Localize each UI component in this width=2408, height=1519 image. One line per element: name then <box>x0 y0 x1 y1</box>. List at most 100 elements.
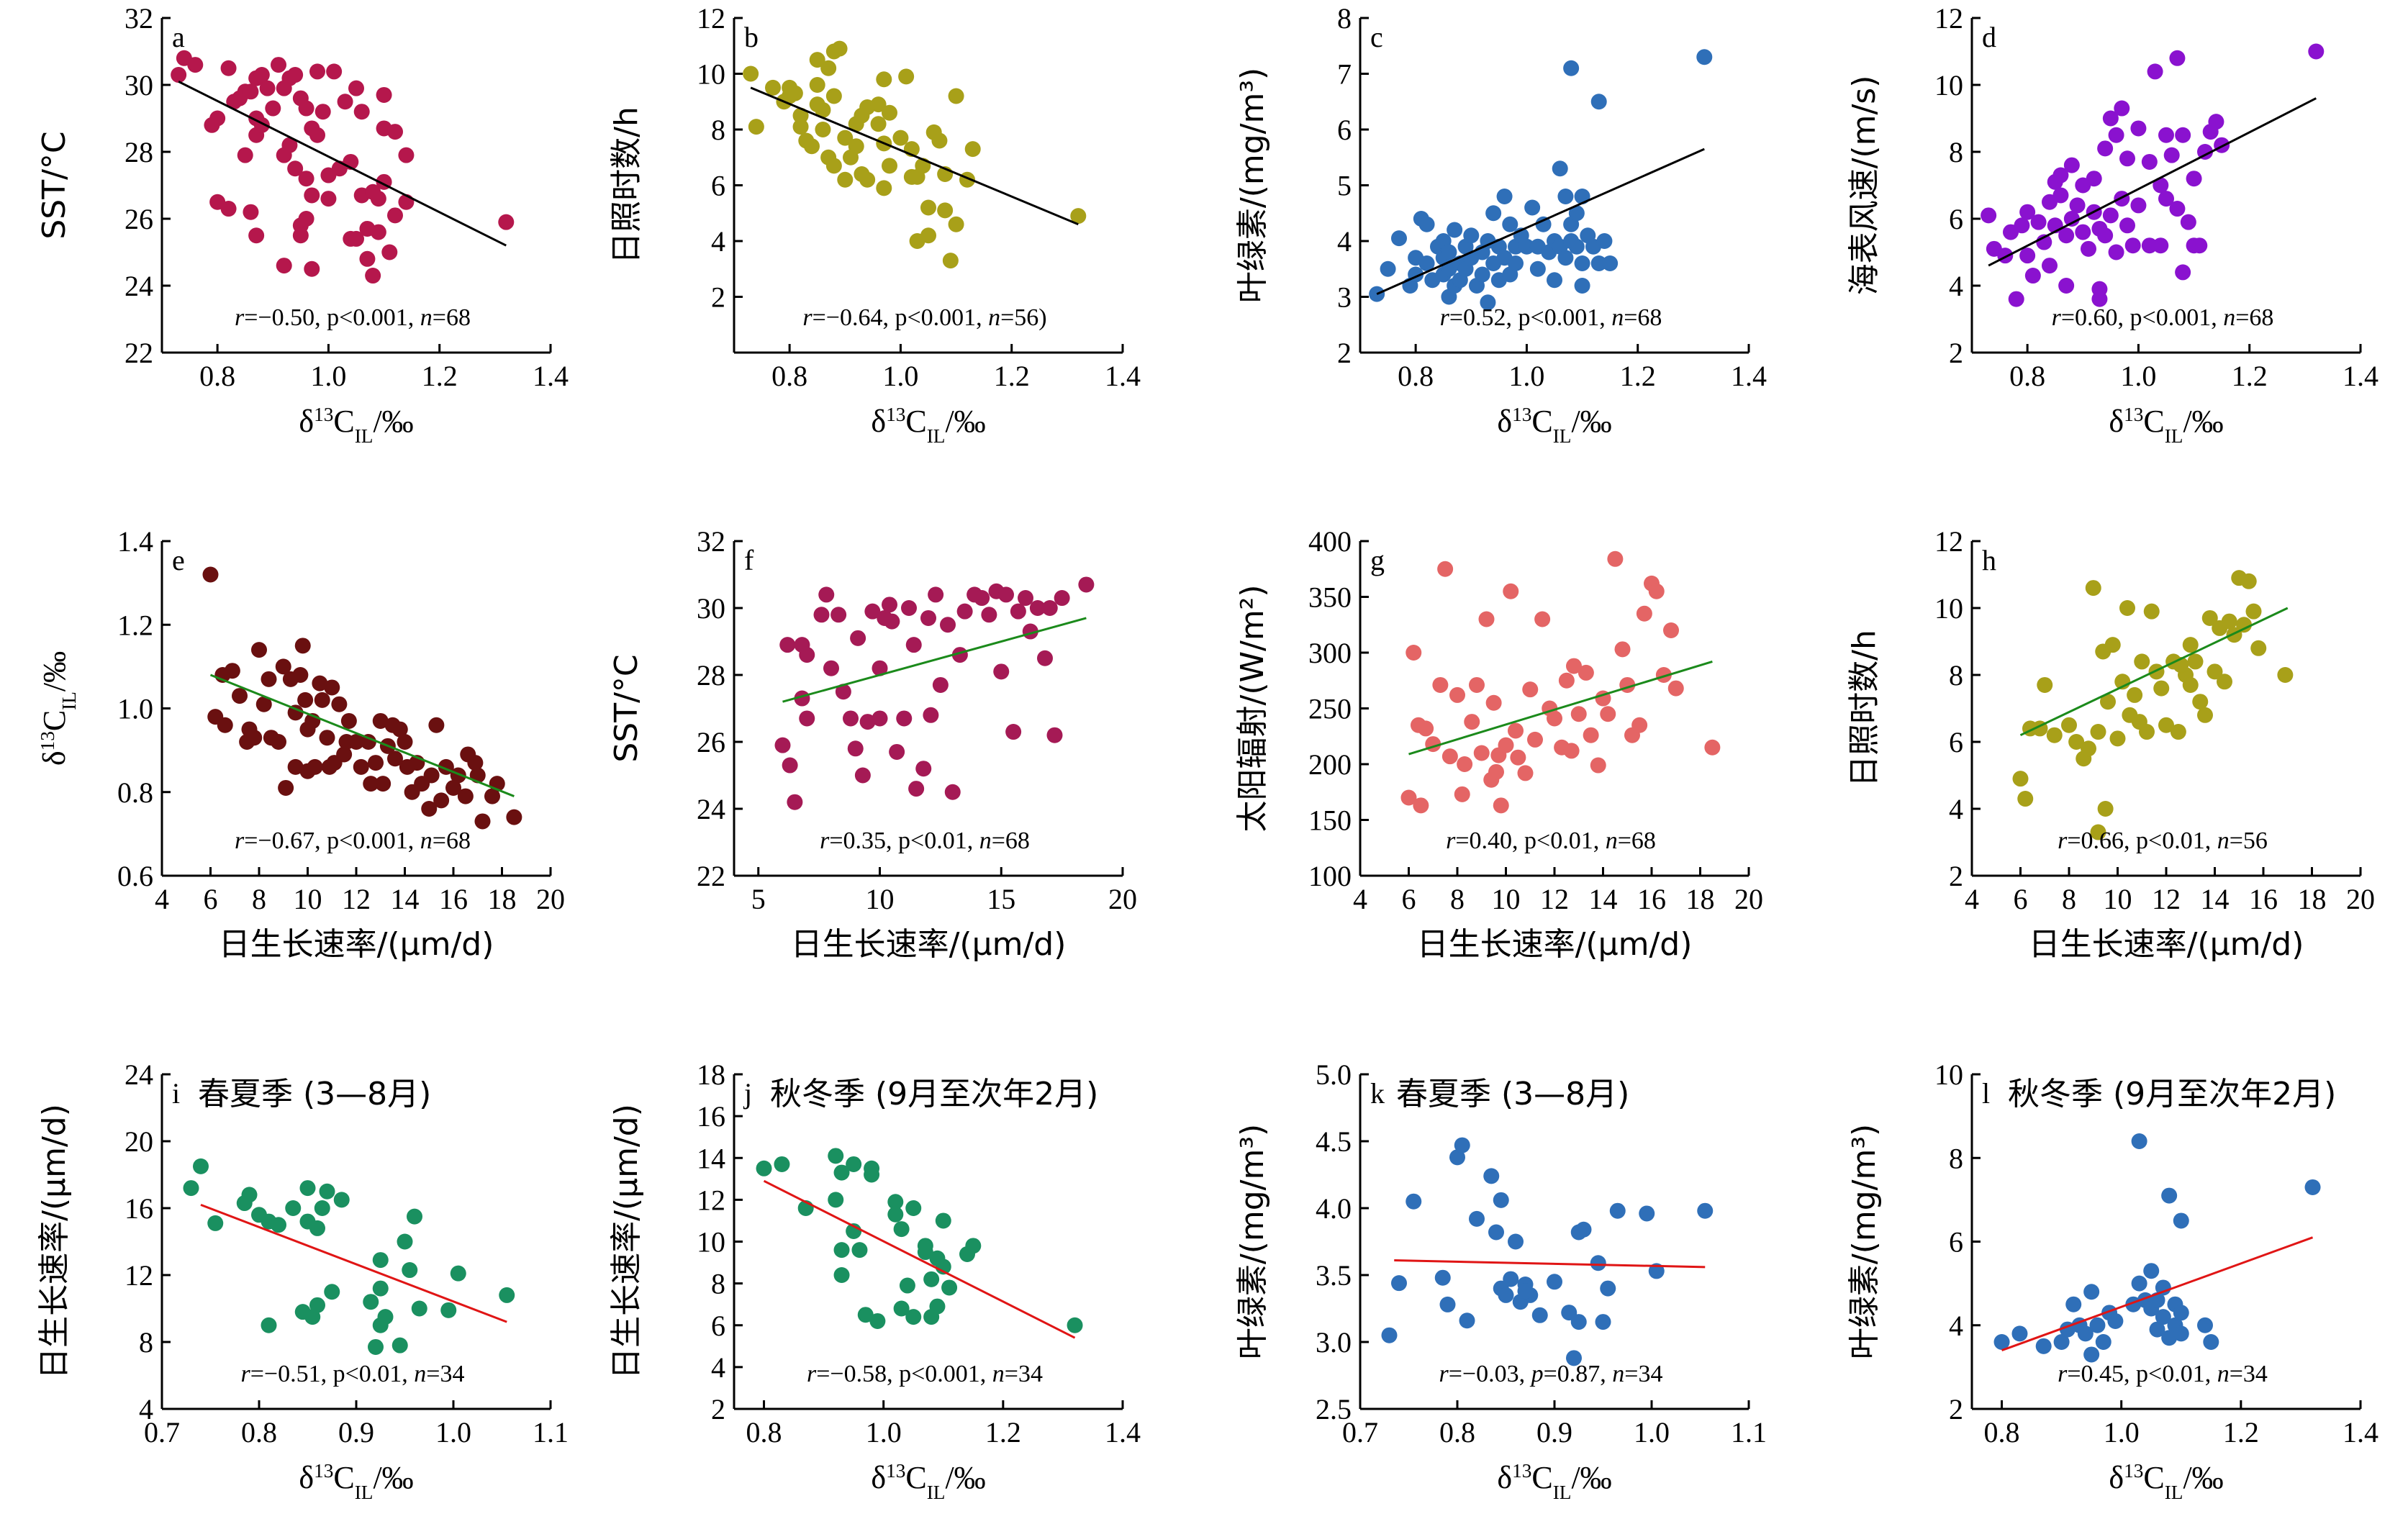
data-point <box>387 751 403 767</box>
data-point <box>2124 237 2141 254</box>
y-tick-label: 10 <box>1934 1058 1963 1091</box>
data-point <box>876 180 892 196</box>
y-tick-label: 8 <box>1949 659 1963 692</box>
x-tick-label: 14 <box>391 883 420 915</box>
data-point <box>1570 1224 1587 1241</box>
data-point <box>1018 590 1033 607</box>
data-point <box>1602 255 1619 271</box>
data-point <box>833 1242 850 1259</box>
data-point <box>889 743 905 760</box>
data-point <box>1600 706 1616 722</box>
data-point <box>848 138 864 155</box>
x-axis-label: δ13CIL/‰ <box>1497 1460 1611 1503</box>
data-point <box>2201 609 2218 626</box>
data-point <box>440 1302 457 1318</box>
data-point <box>850 630 866 646</box>
data-point <box>1391 230 1407 247</box>
data-point <box>942 253 959 269</box>
data-point <box>309 1297 325 1313</box>
y-tick-label: 0.8 <box>117 776 153 809</box>
data-point <box>2127 686 2143 703</box>
correlation-stats: r=0.66, p<0.01, n=56 <box>2058 827 2268 854</box>
data-point <box>920 227 936 244</box>
data-point <box>2169 201 2186 217</box>
data-point <box>1590 757 1606 774</box>
data-point <box>1607 550 1624 567</box>
x-tick-label: 6 <box>1402 883 1416 915</box>
y-tick-label: 28 <box>697 659 725 692</box>
y-tick-label: 0.6 <box>117 860 153 892</box>
data-point <box>2102 110 2119 127</box>
data-point <box>1595 1314 1611 1330</box>
x-tick-label: 18 <box>488 883 517 915</box>
data-point <box>298 100 314 117</box>
x-tick-label: 4 <box>155 883 169 915</box>
data-point <box>859 714 876 730</box>
data-point <box>1380 260 1396 277</box>
x-axis-label: 日生长速率/(μm/d) <box>2029 926 2304 963</box>
data-point <box>372 1280 389 1297</box>
data-point <box>348 230 364 247</box>
data-point <box>835 684 851 700</box>
data-point <box>1631 717 1648 733</box>
y-tick-label: 24 <box>125 1058 153 1091</box>
data-point <box>787 794 803 810</box>
panel-letter: b <box>744 21 759 53</box>
data-point <box>1005 724 1022 740</box>
data-point <box>1517 1283 1534 1300</box>
data-point <box>209 110 226 127</box>
data-point <box>370 191 386 207</box>
data-point <box>782 757 798 774</box>
data-point <box>1590 1255 1606 1271</box>
data-point <box>882 597 897 613</box>
data-point <box>2052 167 2069 183</box>
x-tick-label: 16 <box>439 883 468 915</box>
data-point <box>2158 127 2174 143</box>
data-point <box>1406 645 1422 661</box>
data-point <box>2141 153 2158 170</box>
data-point <box>2090 724 2106 740</box>
data-point <box>253 67 270 83</box>
panel-letter: a <box>172 21 185 53</box>
data-point <box>1010 603 1026 620</box>
correlation-stats: r=−0.51, p<0.01, n=34 <box>241 1361 465 1387</box>
y-axis-label: 叶绿素/(mg/m³) <box>1234 1124 1271 1359</box>
x-tick-label: 1.0 <box>2104 1416 2140 1448</box>
x-axis-label: δ13CIL/‰ <box>299 1460 413 1503</box>
y-tick-label: 3 <box>1337 281 1352 314</box>
data-point <box>1447 222 1463 238</box>
data-point <box>809 52 825 68</box>
data-point <box>292 227 309 244</box>
x-tick-label: 1.4 <box>533 360 569 392</box>
data-point <box>207 1215 224 1231</box>
data-point <box>1418 216 1435 232</box>
x-tick-label: 6 <box>2014 883 2028 915</box>
x-tick-label: 20 <box>1734 883 1763 915</box>
y-tick-label: 12 <box>125 1259 153 1292</box>
trend-line <box>2019 607 2289 737</box>
data-point <box>896 710 913 727</box>
data-point <box>319 730 335 746</box>
data-point <box>1449 686 1465 703</box>
data-point <box>2141 237 2158 254</box>
x-tick-label: 8 <box>252 883 266 915</box>
y-tick-label: 14 <box>697 1142 725 1174</box>
data-point <box>421 801 438 817</box>
data-point <box>1508 722 1524 739</box>
data-point <box>2058 278 2075 294</box>
data-point <box>2182 637 2199 653</box>
y-tick-label: 5 <box>1337 170 1352 202</box>
y-tick-label: 6 <box>711 1310 725 1342</box>
data-point <box>929 1298 946 1315</box>
data-point <box>1502 216 1518 232</box>
x-tick-label: 1.4 <box>1731 360 1767 392</box>
data-point <box>370 224 386 240</box>
data-point <box>825 158 842 174</box>
correlation-stats: r=0.45, p<0.01, n=34 <box>2058 1361 2268 1387</box>
y-tick-label: 8 <box>1949 136 1963 168</box>
data-point <box>2203 1334 2219 1350</box>
panel-letter: l <box>1982 1077 1990 1110</box>
data-point <box>314 692 330 708</box>
data-point <box>2170 724 2186 740</box>
y-axis-label: 叶绿素/(mg/m³) <box>1234 68 1271 303</box>
